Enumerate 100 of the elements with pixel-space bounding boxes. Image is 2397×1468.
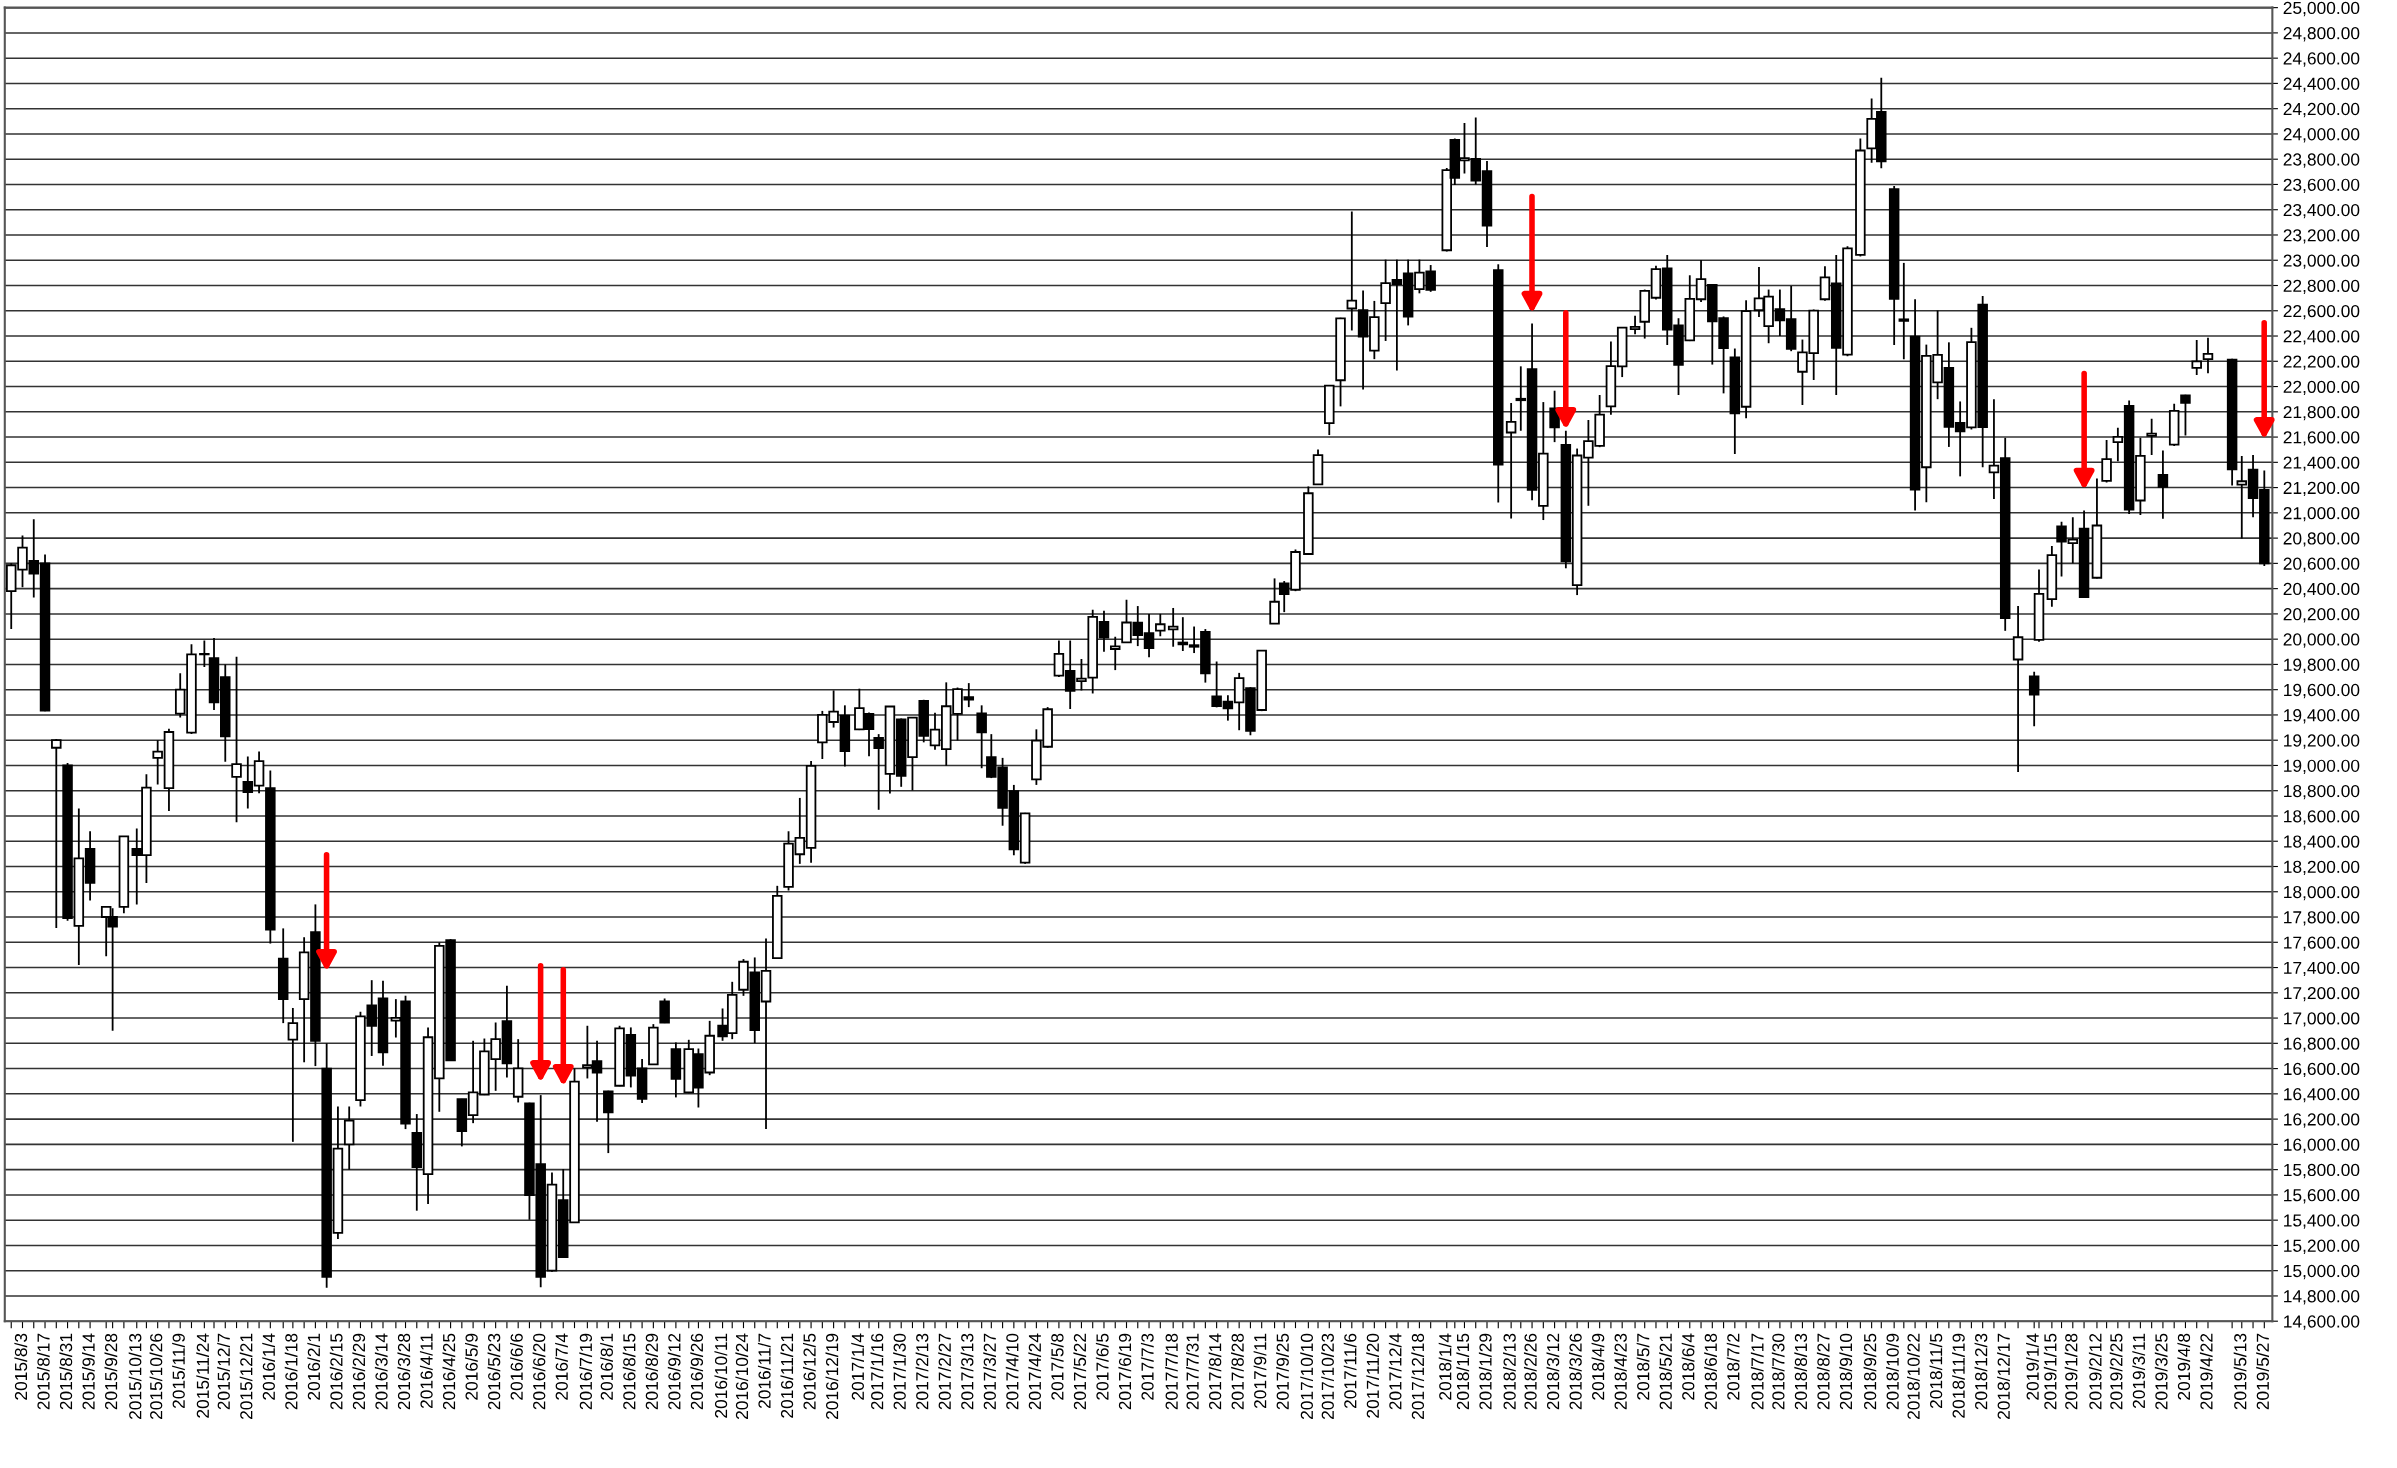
x-tick-label: 2016/5/23: [487, 1333, 501, 1410]
x-tick-label: 2017/12/4: [1388, 1333, 1402, 1410]
x-tick-label: 2018/5/21: [1659, 1333, 1672, 1410]
x-tick-label: 2016/1/18: [284, 1333, 298, 1410]
x-tick-label: 2017/4/10: [1005, 1333, 1019, 1410]
y-tick-label: 19,600.00: [2284, 683, 2360, 699]
x-tick-label: 2016/5/9: [465, 1333, 478, 1400]
x-tick-label: 2015/8/17: [36, 1333, 50, 1410]
x-tick-label: 2018/10/9: [1886, 1333, 1899, 1410]
x-tick-label: 2017/2/27: [938, 1333, 951, 1410]
x-tick-label: 2018/4/9: [1591, 1333, 1605, 1400]
x-tick-label: 2016/2/1: [307, 1333, 321, 1400]
y-tick-label: 23,000.00: [2283, 254, 2360, 269]
x-tick-label: 2016/8/1: [600, 1333, 613, 1400]
x-tick-label: 2018/4/23: [1614, 1333, 1627, 1410]
x-tick-label: 2017/3/27: [983, 1333, 996, 1410]
candlestick: [287, 1007, 299, 1143]
candlestick: [2101, 439, 2112, 484]
x-tick-label: 2016/2/29: [352, 1333, 366, 1410]
x-tick-label: 2017/8/28: [1231, 1333, 1244, 1410]
y-tick-label: 21,800.00: [2283, 405, 2360, 421]
x-tick-label: 2019/1/4: [2026, 1333, 2039, 1400]
y-tick-label: 24,200.00: [2283, 102, 2360, 118]
y-tick-label: 16,400.00: [2284, 1088, 2360, 1103]
y-tick-label: 21,200.00: [2283, 481, 2360, 497]
x-tick-label: 2016/3/28: [397, 1333, 411, 1410]
x-tick-label: 2015/11/9: [172, 1333, 185, 1409]
x-tick-label: 2016/2/15: [329, 1333, 343, 1410]
x-tick-label: 2016/6/6: [510, 1333, 523, 1400]
x-tick-label: 2019/1/15: [2043, 1333, 2057, 1410]
x-tick-label: 2019/4/22: [2199, 1333, 2213, 1410]
y-tick-label: 22,800.00: [2283, 279, 2360, 295]
x-tick-label: 2018/10/22: [1906, 1333, 1920, 1420]
y-tick-label: 16,200.00: [2284, 1113, 2360, 1128]
y-tick-label: 18,600.00: [2284, 810, 2360, 825]
candlestick: [1269, 577, 1280, 625]
x-tick-label: 2017/12/18: [1411, 1333, 1425, 1420]
x-tick-label: 2019/5/13: [2233, 1333, 2247, 1410]
x-tick-label: 2018/3/26: [1569, 1333, 1582, 1410]
candlestick: [2202, 336, 2214, 375]
candlestick: [2180, 393, 2191, 437]
y-tick-label: 24,800.00: [2283, 27, 2360, 42]
y-tick-label: 20,600.00: [2283, 557, 2360, 572]
x-tick-label: 2016/7/4: [555, 1333, 568, 1400]
x-tick-label: 2018/8/27: [1816, 1333, 1830, 1410]
candlestick: [2146, 417, 2157, 456]
x-tick-label: 2016/7/19: [579, 1333, 593, 1410]
x-tick-label: 2015/10/26: [149, 1333, 163, 1420]
candlestick: [1629, 314, 1641, 336]
x-tick-label: 2015/9/28: [104, 1333, 118, 1410]
x-tick-label: 2017/7/3: [1140, 1333, 1154, 1400]
x-tick-label: 2018/9/10: [1839, 1333, 1853, 1410]
y-tick-label: 19,200.00: [2284, 734, 2360, 749]
candlestick: [1109, 635, 1121, 672]
x-tick-label: 2017/11/6: [1343, 1333, 1357, 1409]
candlestick: [343, 1105, 355, 1171]
y-tick-label: 18,800.00: [2284, 784, 2360, 800]
x-tick-label: 2016/6/20: [532, 1333, 546, 1410]
x-tick-label: 2017/11/20: [1366, 1333, 1379, 1418]
x-tick-label: 2019/3/11: [2132, 1333, 2146, 1409]
y-tick-label: 20,000.00: [2283, 633, 2360, 648]
x-tick-label: 2015/12/21: [239, 1333, 253, 1420]
x-tick-label: 2015/8/3: [14, 1333, 28, 1400]
x-tick-label: 2017/7/18: [1165, 1333, 1178, 1410]
x-tick-label: 2017/5/22: [1073, 1333, 1087, 1410]
y-tick-label: 15,400.00: [2284, 1214, 2360, 1229]
x-tick-label: 2019/5/27: [2256, 1333, 2269, 1410]
x-tick-label: 2016/9/26: [690, 1333, 704, 1410]
y-tick-label: 16,800.00: [2284, 1037, 2360, 1052]
y-tick-label: 15,000.00: [2284, 1264, 2360, 1280]
x-tick-label: 2016/4/11: [419, 1333, 433, 1409]
y-tick-label: 17,400.00: [2284, 961, 2360, 977]
x-tick-label: 2016/8/29: [645, 1333, 659, 1410]
x-tick-label: 2016/1/4: [262, 1333, 275, 1400]
candlestick: [199, 639, 210, 668]
x-tick-label: 2016/11/7: [757, 1333, 771, 1409]
y-tick-label: 24,600.00: [2283, 52, 2360, 67]
x-tick-label: 2015/11/24: [196, 1333, 210, 1418]
candlestick: [1346, 210, 1358, 332]
x-tick-label: 2018/6/4: [1681, 1333, 1695, 1400]
y-tick-label: 14,600.00: [2284, 1315, 2360, 1330]
candlestick: [2012, 605, 2024, 773]
y-tick-label: 22,400.00: [2283, 330, 2360, 345]
y-tick-label: 24,000.00: [2283, 128, 2360, 143]
candlestick: [1898, 261, 1910, 361]
x-tick-label: 2017/4/24: [1028, 1333, 1042, 1410]
y-tick-label: 23,600.00: [2283, 178, 2360, 193]
x-tick-label: 2017/1/4: [851, 1333, 865, 1400]
y-tick-label: 21,600.00: [2283, 431, 2360, 446]
x-tick-label: 2015/12/7: [217, 1333, 230, 1410]
y-tick-label: 22,600.00: [2283, 304, 2360, 320]
x-tick-label: 2018/9/25: [1863, 1333, 1877, 1410]
x-tick-label: 2019/4/8: [2177, 1333, 2191, 1400]
y-tick-label: 20,200.00: [2283, 608, 2360, 623]
x-tick-label: 2019/2/25: [2109, 1333, 2123, 1410]
x-tick-label: 2018/2/13: [1503, 1333, 1516, 1410]
y-tick-label: 20,800.00: [2283, 532, 2360, 547]
x-tick-label: 2017/6/5: [1095, 1333, 1109, 1400]
x-tick-label: 2016/9/12: [667, 1333, 681, 1410]
y-tick-label: 16,000.00: [2284, 1138, 2360, 1153]
